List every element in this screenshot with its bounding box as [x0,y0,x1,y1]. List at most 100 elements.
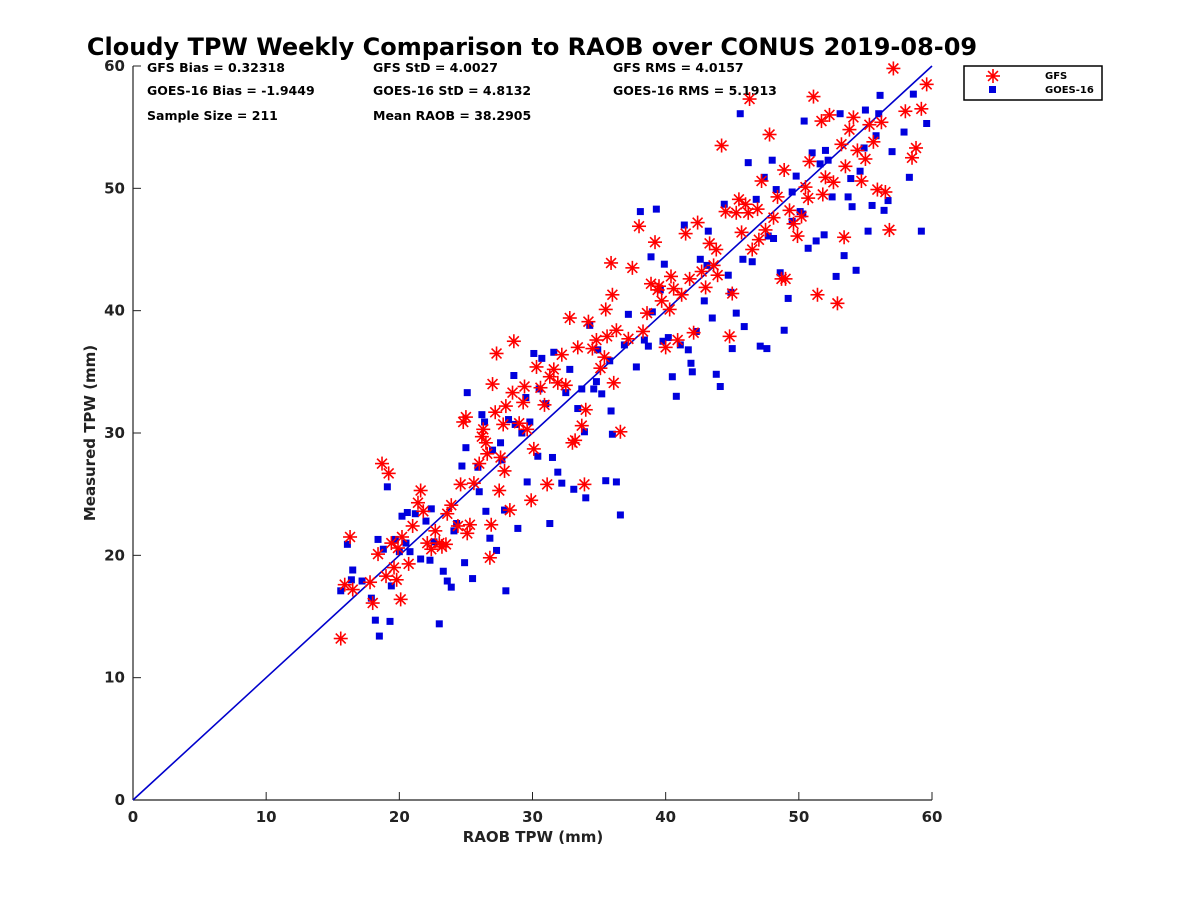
gfs-point [488,405,503,420]
plot-axes: 0 10 20 30 40 50 60 0 10 20 30 40 50 60 [104,57,942,826]
gfs-point [682,271,697,286]
goes16-point [724,271,732,279]
x-tick-label: 10 [256,808,277,826]
goes16-point [676,341,684,349]
goes16-point [482,507,490,515]
gfs-point [609,323,624,338]
goes16-point [792,172,800,180]
gfs-point [670,333,685,348]
gfs-point [524,493,539,508]
goes16-point [574,405,582,413]
gfs-point [497,463,512,478]
gfs-point [570,340,585,355]
gfs-point [837,230,852,245]
goes16-point [607,407,615,415]
gfs-point [438,537,453,552]
gfs-point [428,523,443,538]
legend-gfs-label: GFS [1045,71,1067,82]
gfs-point [540,477,555,492]
goes16-point [337,587,345,595]
goes16-point [840,252,848,260]
goes16-point [868,201,876,209]
goes16-point [422,517,430,525]
goes16-point [684,346,692,354]
gfs-point [450,518,465,533]
goes16-point [548,453,556,461]
goes16-series [337,90,931,640]
gfs-point [826,175,841,190]
goes16-point [481,418,489,426]
goes16-point [411,510,419,518]
y-tick-label: 40 [104,302,125,320]
goes16-point [526,418,534,426]
goes16-point [439,567,447,575]
gfs-point [502,503,517,518]
goes16-point [668,373,676,381]
goes16-point [732,309,740,317]
goes16-point [534,452,542,460]
gfs-point [492,483,507,498]
gfs-point [517,379,532,394]
gfs-point [440,506,455,521]
goes16-point [704,227,712,235]
gfs-point [898,104,913,119]
goes16-point [672,392,680,400]
gfs-point [474,429,489,444]
legend-gfs-asterisk [986,69,1000,83]
gfs-point [729,205,744,220]
gfs-point [678,226,693,241]
legend-goes16-square-icon [989,86,996,93]
goes16-point [861,106,869,114]
gfs-point [652,279,667,294]
gfs-point [909,140,924,155]
gfs-point [568,433,583,448]
goes16-point [739,255,747,263]
gfs-point [550,375,565,390]
goes16-point [844,193,852,201]
gfs-point [794,209,809,224]
gfs-point [830,296,845,311]
gfs-point [605,287,620,302]
goes16-point [518,429,526,437]
goes16-point [426,556,434,564]
gfs-point [640,306,655,321]
gfs-point [802,154,817,169]
goes16-point [644,342,652,350]
gfs-point [466,476,481,491]
x-tick-label: 40 [655,808,676,826]
goes16-point [586,321,594,329]
gfs-point [874,115,889,130]
goes16-point [566,365,574,373]
gfs-point [766,210,781,225]
gfs-point [493,450,508,465]
gfs-point [434,539,449,554]
gfs-point [562,311,577,326]
x-tick-label: 0 [128,808,138,826]
statistics-annotations: GFS Bias = 0.32318 GFS StD = 4.0027 GFS … [147,60,777,123]
gfs-point [658,340,673,355]
gfs-point [333,631,348,646]
gfs-point [777,162,792,177]
goes16-point [514,524,522,532]
goes16-point [800,117,808,125]
goes16-point [469,575,477,583]
goes16-point [856,167,864,175]
goes16-point [708,314,716,322]
goes16-point [546,520,554,528]
goes16-point [905,173,913,181]
gfs-point [762,127,777,142]
goes16-point [712,370,720,378]
gfs-point [389,572,404,587]
gfs-point [482,550,497,565]
goes16-point [497,439,505,447]
legend-goes16-label: GOES-16 [1045,85,1094,96]
gfs-point [814,114,829,129]
goes16-point [430,538,438,546]
gfs-point [597,350,612,365]
gfs-point [485,377,500,392]
gfs-point [512,416,527,431]
goes16-point [371,616,379,624]
gfs-point [574,418,589,433]
gfs-point [754,173,769,188]
goes16-point [580,428,588,436]
